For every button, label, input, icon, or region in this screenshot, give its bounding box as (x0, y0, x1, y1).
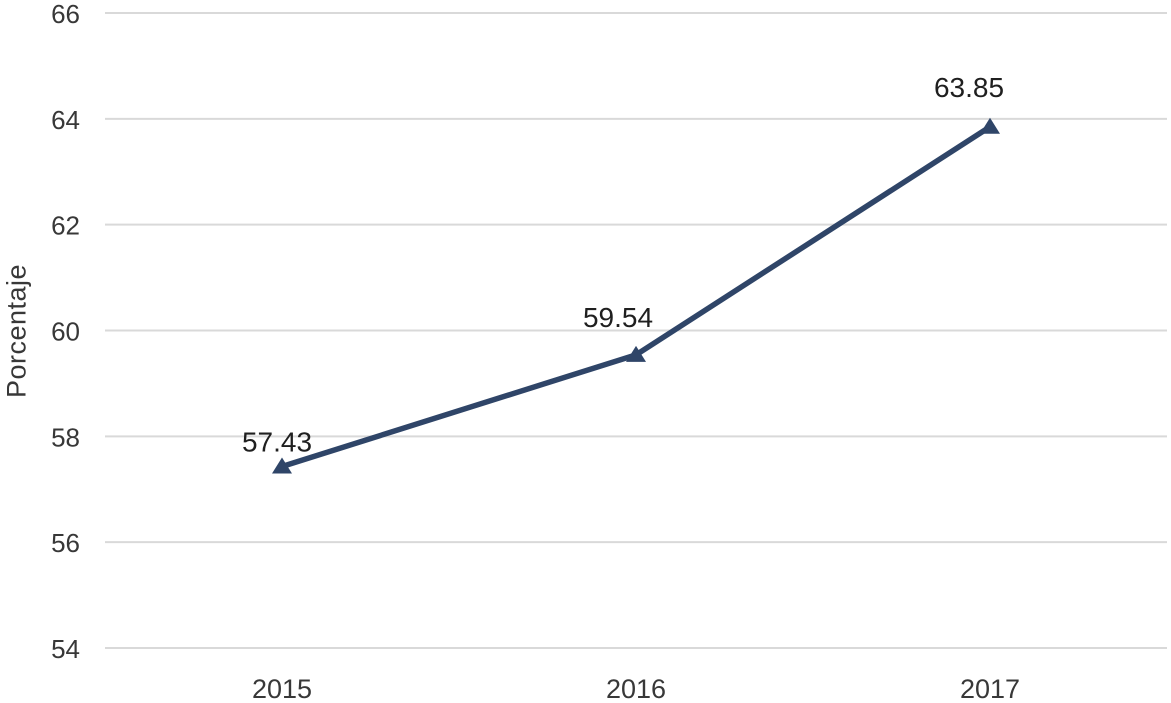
data-series-line (279, 124, 993, 470)
y-axis-title: Porcentaje (1, 263, 32, 399)
x-tick-label: 2017 (960, 674, 1020, 703)
data-point-marker (626, 345, 646, 362)
y-tick-label: 62 (51, 211, 80, 241)
data-point-marker (980, 117, 1000, 134)
x-tick-label: 2015 (252, 674, 312, 703)
data-point-label: 59.54 (583, 302, 653, 333)
data-point-label: 63.85 (934, 72, 1004, 103)
y-tick-label: 60 (51, 317, 80, 347)
data-point-label: 57.43 (242, 426, 312, 457)
x-tick-label: 2016 (606, 674, 666, 703)
data-point-marker (272, 457, 292, 474)
y-tick-label: 58 (51, 422, 80, 452)
y-tick-label: 64 (51, 105, 80, 135)
y-tick-label: 56 (51, 528, 80, 558)
y-tick-label: 66 (51, 0, 80, 29)
y-tick-label: 54 (51, 634, 80, 664)
